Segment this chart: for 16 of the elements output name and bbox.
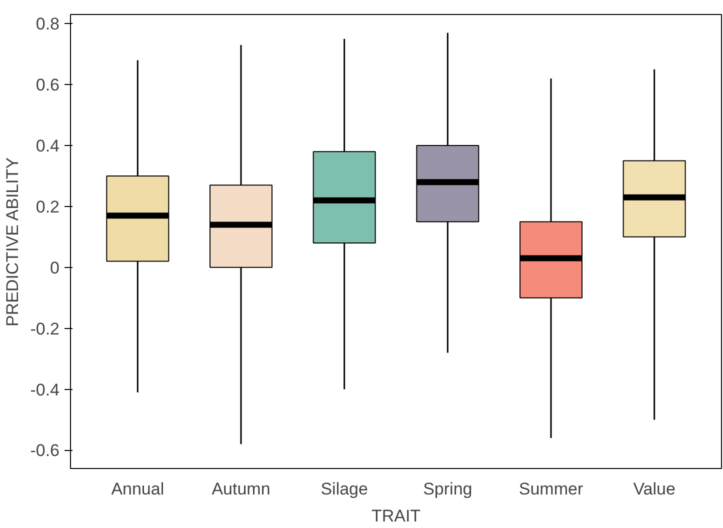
x-tick-label: Annual [111, 480, 164, 498]
x-tick-label: Silage [320, 480, 368, 498]
y-tick-label: -0.4 [30, 380, 60, 400]
x-axis-title: TRAIT [371, 506, 421, 526]
y-tick-label: 0 [50, 258, 60, 278]
x-tick-label: Spring [423, 480, 472, 498]
x-tick-label: Value [633, 480, 676, 498]
x-tick-label: Summer [518, 480, 584, 498]
y-axis-title: PREDICTIVE ABILITY [3, 157, 22, 327]
y-tick-label: 0.8 [36, 14, 60, 34]
y-tick-label: -0.6 [30, 441, 60, 460]
y-tick-label: 0.6 [36, 76, 60, 95]
y-tick-label: -0.2 [30, 319, 60, 338]
y-tick-label: 0.2 [36, 197, 60, 216]
x-tick-label: Autumn [212, 480, 270, 498]
y-tick-label: 0.4 [36, 136, 60, 156]
